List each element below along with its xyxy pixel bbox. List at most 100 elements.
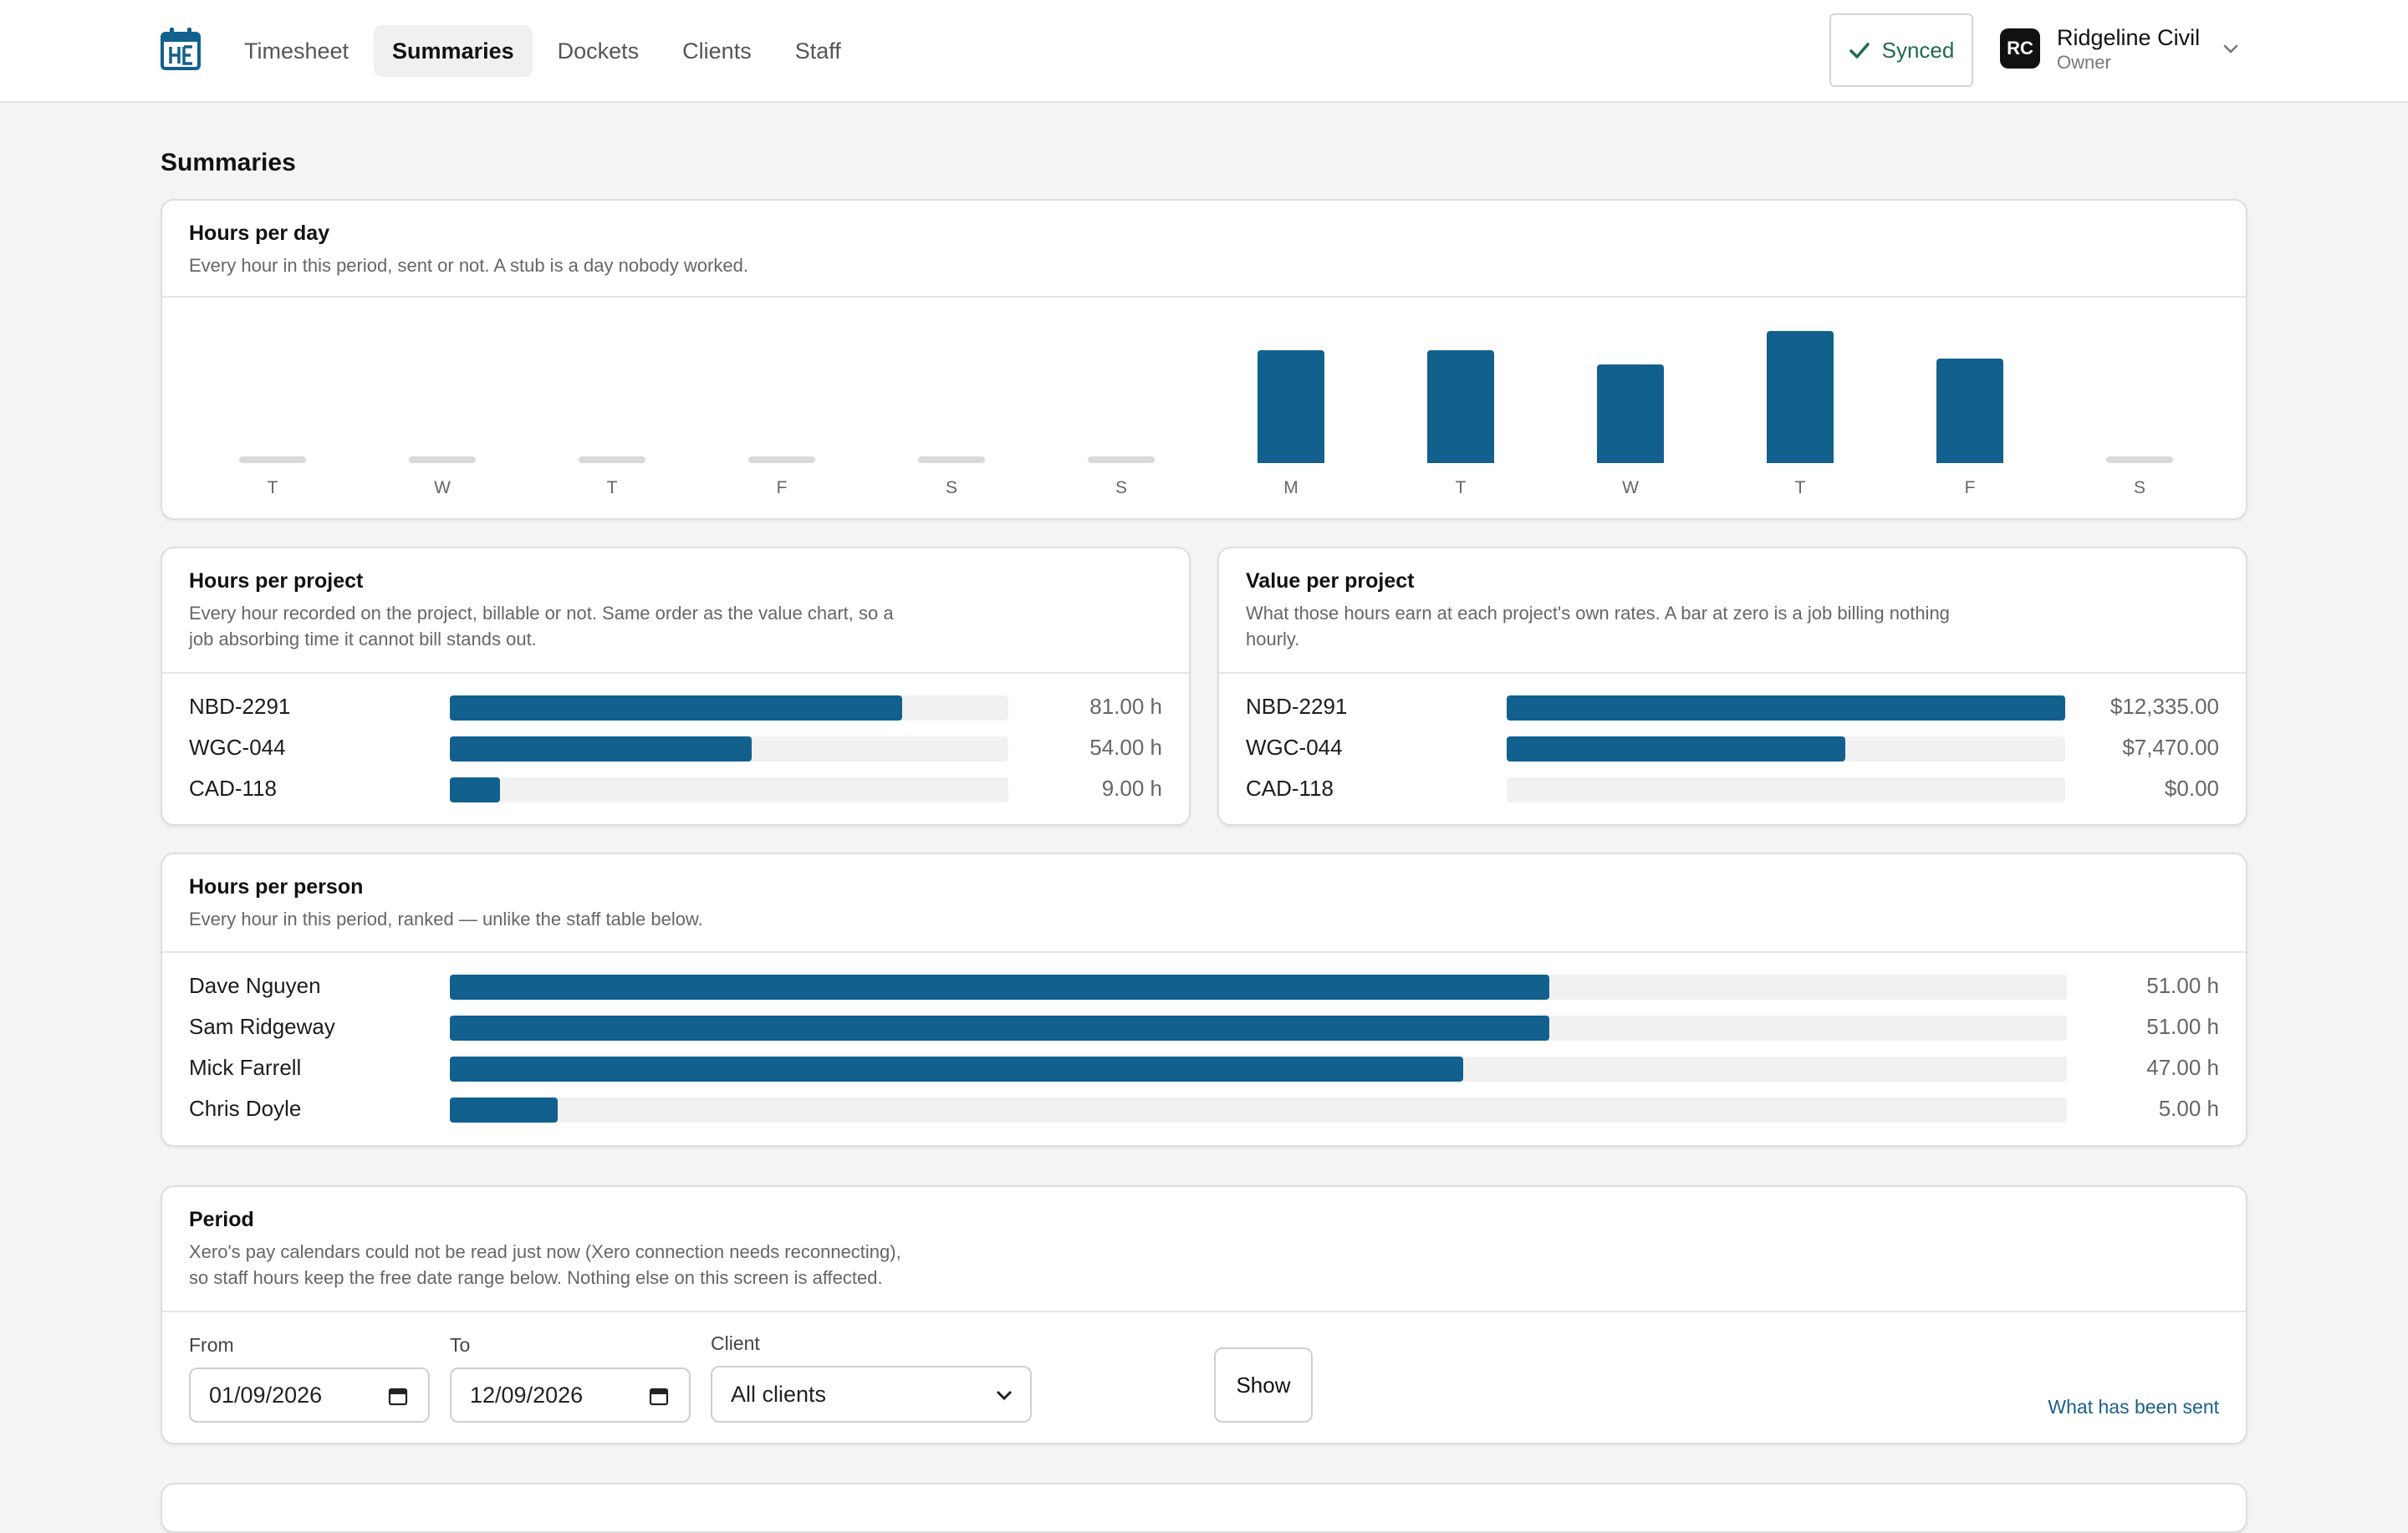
to-date-input[interactable]: 12/09/2026: [450, 1367, 691, 1423]
subtitle-line: hourly.: [1246, 629, 1300, 649]
nav-staff[interactable]: Staff: [794, 38, 841, 64]
day-bar-stub: [409, 456, 476, 463]
bar-fill: [450, 1057, 1463, 1082]
bar-row: Mick Farrell 47.00 h: [189, 1055, 2219, 1082]
bar-track: [450, 1098, 2067, 1123]
bar-track: [450, 777, 1008, 802]
bar-track: [450, 1016, 2067, 1041]
next-card: [161, 1483, 2247, 1533]
bar-label: Sam Ridgeway: [189, 1014, 335, 1039]
account-menu[interactable]: RC Ridgeline Civil Owner: [2000, 23, 2240, 74]
bar-fill: [450, 695, 902, 721]
bar-row: NBD-2291 $12,335.00: [1246, 694, 2219, 721]
bar-value: 81.00 h: [1089, 694, 1162, 719]
bar-row: Dave Nguyen 51.00 h: [189, 973, 2219, 1000]
bar-value: 47.00 h: [2146, 1055, 2219, 1080]
nav-summaries[interactable]: Summaries: [374, 25, 533, 77]
bar-track: [1507, 736, 2065, 761]
bar-track: [1507, 777, 2065, 802]
calendar-icon[interactable]: [388, 1386, 408, 1406]
day-tick-label: M: [1283, 478, 1298, 497]
bar-row: Sam Ridgeway 51.00 h: [189, 1014, 2219, 1041]
bar-label: WGC-044: [189, 735, 286, 760]
card-subtitle: Every hour recorded on the project, bill…: [189, 600, 1162, 652]
bar-fill: [1507, 736, 1845, 761]
from-date-input[interactable]: 01/09/2026: [189, 1367, 430, 1423]
calendar-icon[interactable]: [649, 1386, 669, 1406]
client-select-value: All clients: [731, 1381, 827, 1407]
bar-row: WGC-044 54.00 h: [189, 735, 1162, 761]
bar-value: 5.00 h: [2158, 1096, 2219, 1121]
calendar-logo-icon[interactable]: [161, 27, 201, 70]
card-title: Hours per day: [189, 222, 330, 245]
subtitle-line: so staff hours keep the free date range …: [189, 1267, 883, 1288]
show-button[interactable]: Show: [1214, 1347, 1313, 1423]
sync-label: Synced: [1881, 37, 1955, 63]
hours-per-project-card: Hours per project Every hour recorded on…: [161, 547, 1191, 826]
day-tick-label: T: [267, 478, 278, 497]
card-title: Period: [189, 1208, 254, 1231]
nav-dockets[interactable]: Dockets: [557, 38, 640, 64]
day-bar-stub: [748, 456, 815, 463]
day-bar-stub: [918, 456, 985, 463]
bar-value: 51.00 h: [2146, 973, 2219, 998]
day-bar: [1258, 350, 1324, 463]
day-bar-stub: [579, 456, 645, 463]
nav-timesheet[interactable]: Timesheet: [244, 38, 349, 64]
avatar: RC: [2000, 28, 2040, 69]
day-bar-stub: [239, 456, 306, 463]
day-tick-label: F: [1964, 478, 1976, 497]
bar-row: NBD-2291 81.00 h: [189, 694, 1162, 721]
day-bar-stub: [2106, 456, 2173, 463]
subtitle-line: Xero's pay calendars could not be read j…: [189, 1241, 901, 1262]
bar-value: $12,335.00: [2110, 694, 2219, 719]
sync-status-button[interactable]: Synced: [1829, 13, 1973, 87]
bar-fill: [450, 777, 500, 802]
day-bar: [1427, 350, 1494, 463]
bar-row: WGC-044 $7,470.00: [1246, 735, 2219, 761]
card-title: Hours per project: [189, 569, 364, 593]
chevron-down-icon: [2223, 44, 2238, 53]
value-per-project-card: Value per project What those hours earn …: [1217, 547, 2247, 826]
bar-label: CAD-118: [1246, 776, 1334, 801]
client-select[interactable]: All clients: [711, 1366, 1032, 1423]
bar-value: $7,470.00: [2122, 735, 2219, 760]
to-date-value: 12/09/2026: [470, 1382, 584, 1408]
bar-fill: [450, 1098, 558, 1123]
nav-clients[interactable]: Clients: [682, 38, 752, 64]
bar-value: 9.00 h: [1101, 776, 1162, 801]
period-card: Period Xero's pay calendars could not be…: [161, 1185, 2247, 1444]
bar-track: [1507, 695, 2065, 721]
from-label: From: [189, 1334, 234, 1356]
day-tick-label: S: [2133, 478, 2145, 497]
subtitle-line: Every hour recorded on the project, bill…: [189, 603, 894, 624]
day-tick-label: T: [1794, 478, 1806, 497]
what-has-been-sent-link[interactable]: What has been sent: [2048, 1396, 2219, 1418]
card-subtitle: What those hours earn at each project's …: [1246, 600, 2219, 652]
bar-fill: [450, 736, 752, 761]
hours-per-person-card: Hours per person Every hour in this peri…: [161, 853, 2247, 1147]
day-tick-label: S: [1115, 478, 1127, 497]
bar-row: CAD-118 $0.00: [1246, 776, 2219, 802]
bar-row: Chris Doyle 5.00 h: [189, 1096, 2219, 1123]
card-subtitle: Xero's pay calendars could not be read j…: [189, 1239, 2219, 1291]
chevron-down-icon: [996, 1390, 1013, 1401]
bar-label: Chris Doyle: [189, 1096, 302, 1121]
bar-fill: [1507, 695, 2065, 721]
from-date-value: 01/09/2026: [209, 1382, 323, 1408]
bar-fill: [450, 1016, 1549, 1041]
bar-row: CAD-118 9.00 h: [189, 776, 1162, 802]
bar-fill: [450, 975, 1549, 1000]
bar-label: WGC-044: [1246, 735, 1343, 760]
hours-per-day-card: Hours per day Every hour in this period,…: [161, 199, 2247, 520]
client-label: Client: [711, 1332, 760, 1354]
bar-label: NBD-2291: [1246, 694, 1348, 719]
subtitle-line: What those hours earn at each project's …: [1246, 603, 1950, 624]
card-subtitle: Every hour in this period, ranked — unli…: [189, 909, 703, 929]
bar-value: 54.00 h: [1089, 735, 1162, 760]
day-tick-label: F: [776, 478, 788, 497]
account-role: Owner: [2057, 52, 2111, 73]
bar-label: Dave Nguyen: [189, 973, 321, 998]
bar-track: [450, 736, 1008, 761]
